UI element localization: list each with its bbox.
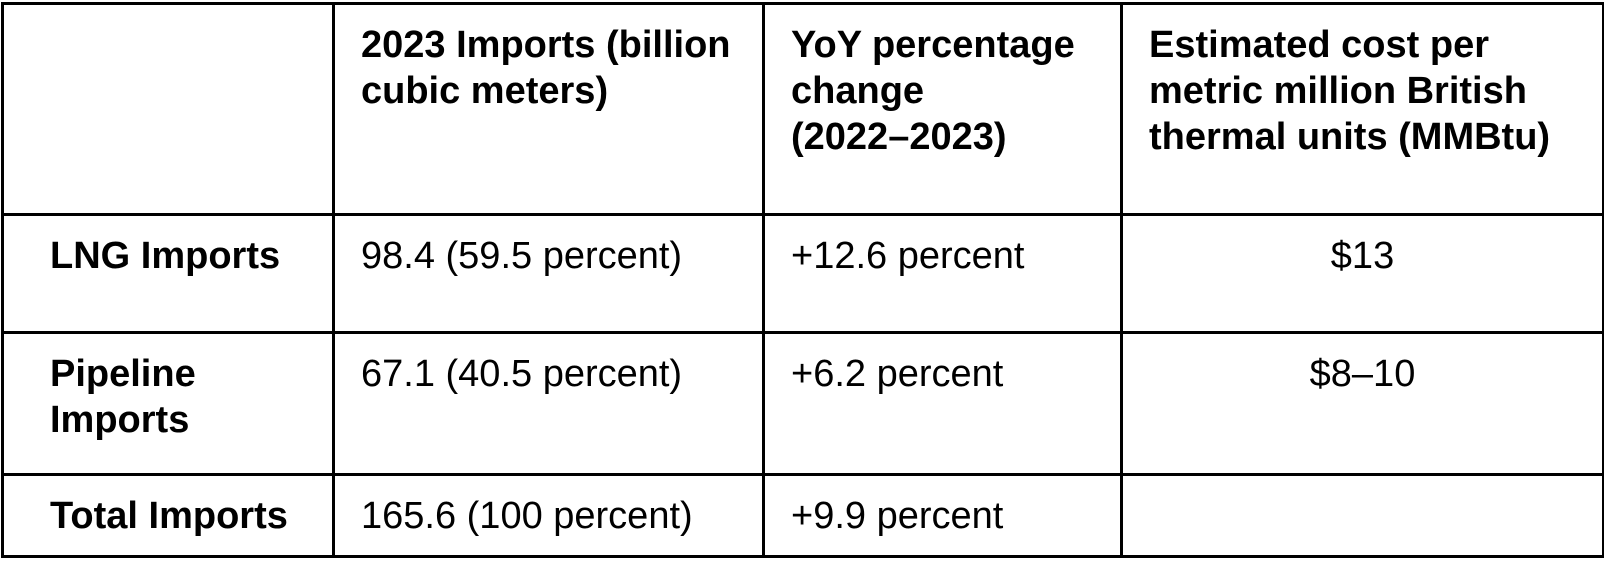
row-label-pipeline-imports: Pipeline Imports <box>1 331 335 476</box>
header-cell-2023-imports: 2023 Imports (billion cubic meters) <box>332 2 765 216</box>
table-row-pipeline-imports: Pipeline Imports 67.1 (40.5 percent) +6.… <box>1 331 1604 476</box>
row-label-lng-imports: LNG Imports <box>1 213 335 334</box>
row-label-total-imports: Total Imports <box>1 473 335 558</box>
header-cell-blank <box>1 2 335 216</box>
header-cell-estimated-cost: Estimated cost per metric million Britis… <box>1120 2 1604 216</box>
cell-lng-cost-per-mmbtu: $13 <box>1120 213 1604 334</box>
gas-imports-table: 2023 Imports (billion cubic meters) YoY … <box>1 2 1604 558</box>
cell-total-imports-volume: 165.6 (100 percent) <box>332 473 765 558</box>
table-header-row: 2023 Imports (billion cubic meters) YoY … <box>1 2 1604 216</box>
cell-lng-imports-volume: 98.4 (59.5 percent) <box>332 213 765 334</box>
cell-pipeline-cost-per-mmbtu: $8–10 <box>1120 331 1604 476</box>
cell-total-yoy-change: +9.9 percent <box>762 473 1123 558</box>
table-row-lng-imports: LNG Imports 98.4 (59.5 percent) +12.6 pe… <box>1 213 1604 334</box>
cell-pipeline-yoy-change: +6.2 percent <box>762 331 1123 476</box>
header-cell-yoy-change: YoY percentage change (2022–2023) <box>762 2 1123 216</box>
cell-pipeline-imports-volume: 67.1 (40.5 percent) <box>332 331 765 476</box>
table-row-total-imports: Total Imports 165.6 (100 percent) +9.9 p… <box>1 473 1604 558</box>
cell-total-cost-per-mmbtu <box>1120 473 1604 558</box>
cell-lng-yoy-change: +12.6 percent <box>762 213 1123 334</box>
